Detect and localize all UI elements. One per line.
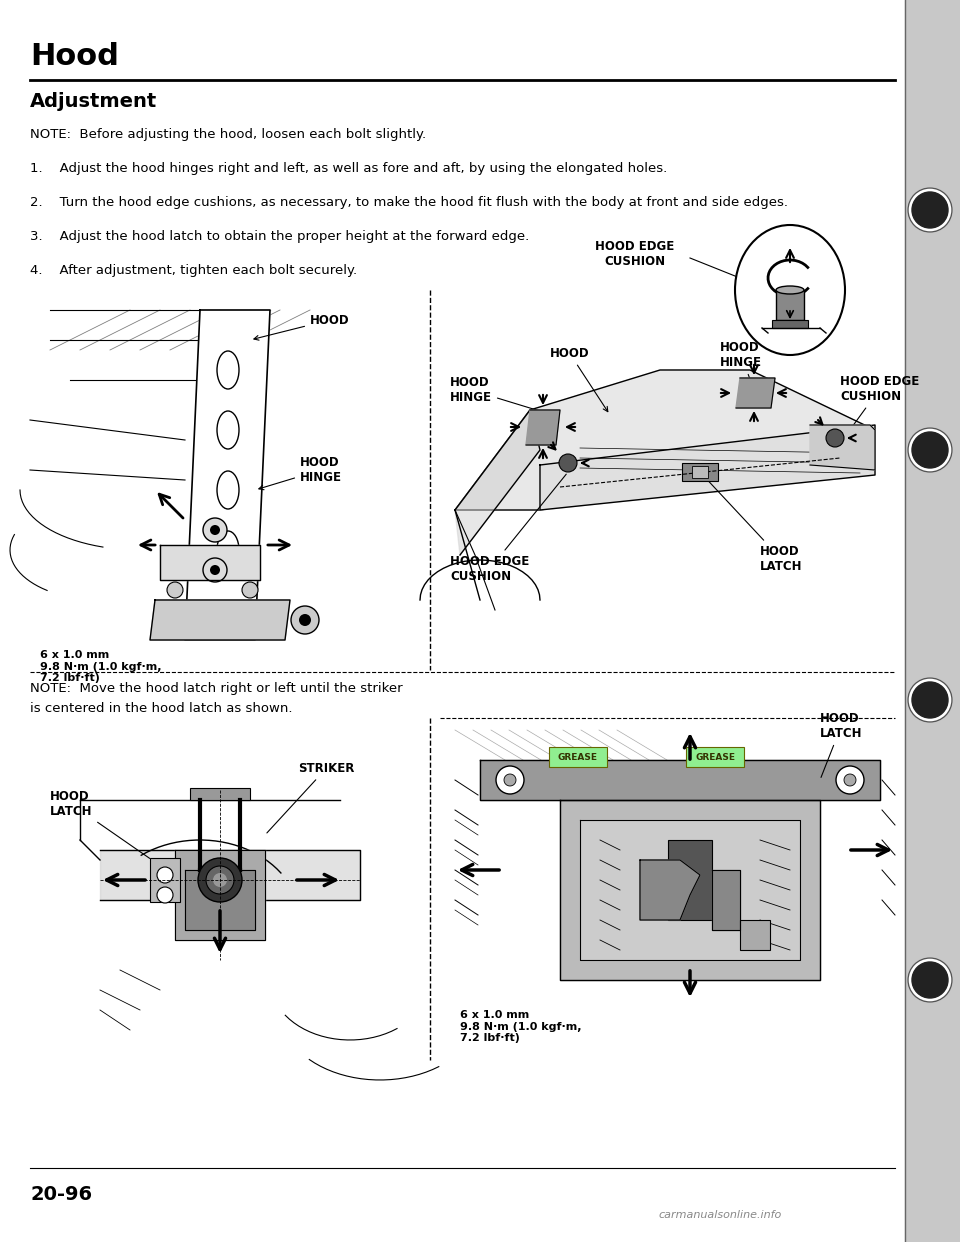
Circle shape	[496, 766, 524, 794]
Polygon shape	[455, 410, 540, 555]
Polygon shape	[150, 600, 290, 640]
Polygon shape	[736, 378, 775, 409]
Circle shape	[167, 582, 183, 597]
Ellipse shape	[217, 351, 239, 389]
Circle shape	[908, 958, 952, 1002]
Polygon shape	[185, 869, 255, 930]
Circle shape	[203, 518, 227, 542]
Text: NOTE:  Before adjusting the hood, loosen each bolt slightly.: NOTE: Before adjusting the hood, loosen …	[30, 128, 426, 142]
Circle shape	[198, 858, 242, 902]
Bar	[905, 0, 960, 1242]
Text: NOTE:  Move the hood latch right or left until the striker: NOTE: Move the hood latch right or left …	[30, 682, 402, 696]
Text: HOOD EDGE
CUSHION: HOOD EDGE CUSHION	[450, 474, 566, 582]
Circle shape	[912, 193, 948, 229]
Text: 3.    Adjust the hood latch to obtain the proper height at the forward edge.: 3. Adjust the hood latch to obtain the p…	[30, 230, 529, 243]
Circle shape	[908, 678, 952, 722]
Bar	[692, 466, 708, 478]
Text: HOOD EDGE
CUSHION: HOOD EDGE CUSHION	[840, 375, 920, 436]
Circle shape	[299, 614, 311, 626]
Circle shape	[836, 766, 864, 794]
Text: HOOD EDGE
CUSHION: HOOD EDGE CUSHION	[595, 240, 675, 268]
Text: carmanualsonline.info: carmanualsonline.info	[659, 1210, 781, 1220]
Ellipse shape	[217, 411, 239, 450]
Circle shape	[157, 867, 173, 883]
Text: GREASE: GREASE	[695, 754, 735, 763]
Polygon shape	[712, 869, 740, 930]
Bar	[682, 463, 718, 481]
Text: 6 x 1.0 mm
9.8 N·m (1.0 kgf·m,
7.2 lbf·ft): 6 x 1.0 mm 9.8 N·m (1.0 kgf·m, 7.2 lbf·f…	[460, 1010, 582, 1043]
Text: HOOD
LATCH: HOOD LATCH	[702, 474, 803, 573]
Circle shape	[242, 582, 258, 597]
Text: 6 x 1.0 mm
9.8 N·m (1.0 kgf·m,
7.2 lbf·ft): 6 x 1.0 mm 9.8 N·m (1.0 kgf·m, 7.2 lbf·f…	[40, 650, 161, 683]
Bar	[740, 920, 770, 950]
FancyBboxPatch shape	[686, 746, 744, 768]
Bar	[150, 858, 180, 902]
Text: 20-96: 20-96	[30, 1185, 92, 1203]
Polygon shape	[480, 760, 880, 800]
Ellipse shape	[217, 471, 239, 509]
Text: STRIKER: STRIKER	[267, 763, 354, 833]
Text: HOOD
LATCH: HOOD LATCH	[820, 712, 862, 777]
Text: GREASE: GREASE	[558, 754, 598, 763]
Circle shape	[912, 432, 948, 468]
Polygon shape	[185, 310, 270, 640]
Polygon shape	[455, 370, 875, 510]
Bar	[772, 320, 808, 328]
Polygon shape	[175, 850, 265, 940]
Ellipse shape	[217, 532, 239, 569]
Circle shape	[826, 428, 844, 447]
Circle shape	[844, 774, 856, 786]
Circle shape	[559, 455, 577, 472]
Text: HOOD
HINGE: HOOD HINGE	[450, 376, 540, 411]
Text: HOOD: HOOD	[550, 347, 608, 411]
Bar	[776, 289, 804, 320]
Text: HOOD
HINGE: HOOD HINGE	[259, 456, 342, 489]
Text: 4.    After adjustment, tighten each bolt securely.: 4. After adjustment, tighten each bolt s…	[30, 265, 357, 277]
Polygon shape	[640, 859, 700, 920]
Polygon shape	[526, 410, 560, 445]
Circle shape	[504, 774, 516, 786]
Polygon shape	[560, 800, 820, 980]
Text: HOOD: HOOD	[253, 313, 349, 340]
Circle shape	[908, 428, 952, 472]
Circle shape	[908, 188, 952, 232]
Polygon shape	[100, 850, 360, 900]
Text: HOOD
HINGE: HOOD HINGE	[720, 342, 762, 388]
Circle shape	[203, 558, 227, 582]
Circle shape	[210, 525, 220, 535]
Ellipse shape	[776, 286, 804, 294]
Polygon shape	[580, 820, 800, 960]
Text: is centered in the hood latch as shown.: is centered in the hood latch as shown.	[30, 702, 293, 715]
Polygon shape	[810, 425, 875, 469]
Text: Hood: Hood	[30, 42, 119, 71]
Text: 2.    Turn the hood edge cushions, as necessary, to make the hood fit flush with: 2. Turn the hood edge cushions, as neces…	[30, 196, 788, 209]
Polygon shape	[540, 425, 875, 510]
Text: 1.    Adjust the hood hinges right and left, as well as fore and aft, by using t: 1. Adjust the hood hinges right and left…	[30, 161, 667, 175]
Polygon shape	[160, 545, 260, 580]
Circle shape	[157, 887, 173, 903]
Circle shape	[291, 606, 319, 633]
Ellipse shape	[735, 225, 845, 355]
Bar	[190, 787, 250, 800]
Circle shape	[213, 873, 227, 887]
Text: HOOD
LATCH: HOOD LATCH	[50, 790, 150, 858]
Bar	[668, 840, 712, 920]
FancyBboxPatch shape	[549, 746, 607, 768]
Circle shape	[912, 682, 948, 718]
Circle shape	[912, 963, 948, 999]
Circle shape	[206, 866, 234, 894]
Circle shape	[210, 565, 220, 575]
Text: Adjustment: Adjustment	[30, 92, 157, 111]
